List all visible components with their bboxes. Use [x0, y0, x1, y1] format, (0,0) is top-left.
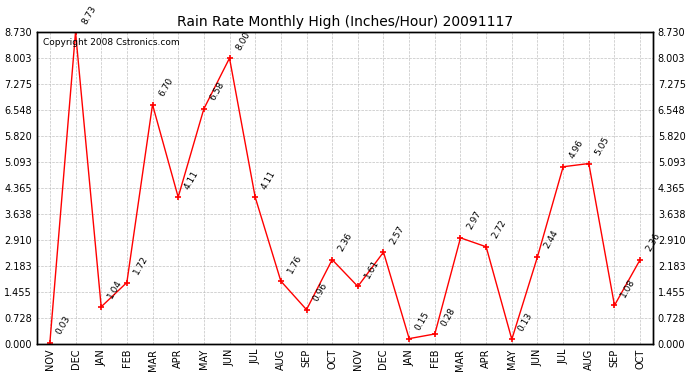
Text: 6.70: 6.70 [157, 76, 175, 98]
Text: 0.28: 0.28 [440, 306, 457, 327]
Text: 0.15: 0.15 [414, 310, 432, 332]
Text: 0.03: 0.03 [55, 315, 72, 336]
Text: 2.57: 2.57 [388, 224, 406, 246]
Text: 2.36: 2.36 [337, 231, 355, 253]
Text: 1.76: 1.76 [286, 253, 304, 274]
Text: 5.05: 5.05 [593, 135, 611, 157]
Text: 4.96: 4.96 [568, 138, 586, 160]
Text: 8.00: 8.00 [234, 30, 252, 52]
Text: 6.58: 6.58 [208, 81, 226, 102]
Text: 1.61: 1.61 [362, 258, 380, 280]
Text: 4.11: 4.11 [260, 169, 277, 191]
Text: 2.72: 2.72 [491, 219, 509, 240]
Text: 2.97: 2.97 [465, 210, 483, 231]
Text: 2.36: 2.36 [644, 231, 662, 253]
Text: 8.73: 8.73 [80, 4, 98, 26]
Text: 4.11: 4.11 [183, 169, 201, 191]
Text: 1.04: 1.04 [106, 279, 124, 300]
Text: 2.44: 2.44 [542, 229, 560, 251]
Text: 1.72: 1.72 [132, 254, 149, 276]
Text: 1.08: 1.08 [619, 277, 637, 299]
Text: 0.13: 0.13 [516, 311, 534, 333]
Text: Copyright 2008 Cstronics.com: Copyright 2008 Cstronics.com [43, 38, 180, 47]
Title: Rain Rate Monthly High (Inches/Hour) 20091117: Rain Rate Monthly High (Inches/Hour) 200… [177, 15, 513, 30]
Text: 0.96: 0.96 [311, 281, 329, 303]
